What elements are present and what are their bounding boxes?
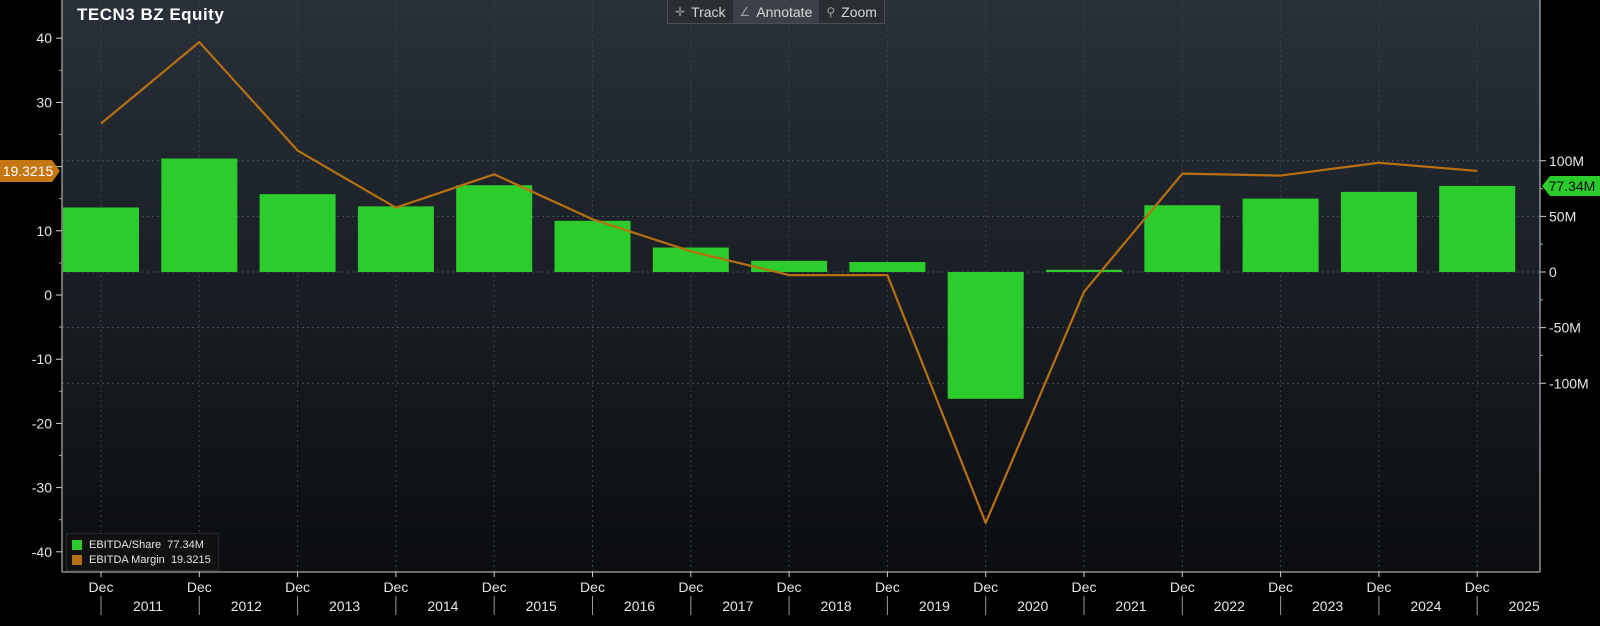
left-axis-tick-label: 40 xyxy=(36,30,52,46)
magnifier-icon: ⚲ xyxy=(826,4,836,19)
annotate-button[interactable]: ∠ Annotate xyxy=(732,0,820,23)
left-axis-tick-label: -20 xyxy=(32,415,52,431)
x-axis-year-label: 2021 xyxy=(1115,598,1146,614)
x-axis-year-label: 2011 xyxy=(133,598,163,614)
bar xyxy=(456,185,533,272)
bar xyxy=(947,272,1024,399)
bar xyxy=(1046,269,1122,272)
x-axis-year-label: 2023 xyxy=(1312,598,1343,614)
left-axis-tick-label: -40 xyxy=(32,544,52,560)
left-axis-tick-label: 30 xyxy=(36,94,52,110)
flag-shape xyxy=(0,159,60,182)
zoom-label: Zoom xyxy=(841,3,877,20)
left-axis-tick-label: 0 xyxy=(44,287,52,303)
x-axis-month-label: Dec xyxy=(1465,579,1490,595)
right-last-value-flag: 77.34M xyxy=(1542,175,1600,196)
x-axis-month-label: Dec xyxy=(89,579,114,595)
last-value-flags: 19.3215 77.34M xyxy=(0,159,1600,196)
crosshair-icon: ✛ xyxy=(675,4,686,19)
legend-value: 19.3215 xyxy=(170,553,211,566)
bar xyxy=(1242,198,1319,272)
plot-background xyxy=(62,0,1540,572)
x-axis-month-label: Dec xyxy=(285,579,310,595)
x-axis-month-label: Dec xyxy=(187,579,212,595)
right-axis-tick-label: 50M xyxy=(1549,208,1576,224)
track-button[interactable]: ✛ Track xyxy=(668,0,733,23)
x-axis-year-label: 2017 xyxy=(722,598,753,614)
legend-item-ebitda-margin: EBITDA Margin 19.3215 xyxy=(72,552,211,567)
bar xyxy=(554,220,631,272)
left-last-value-label: 19.3215 xyxy=(3,163,54,179)
x-axis-month-label: Dec xyxy=(678,579,703,595)
bar xyxy=(751,260,828,272)
x-axis-month-label: Dec xyxy=(482,579,507,595)
right-axis-tick-label: 100M xyxy=(1549,153,1584,169)
x-axis-month-label: Dec xyxy=(875,579,900,595)
x-axis-year-label: 2024 xyxy=(1410,598,1441,614)
x-axis-year-label: 2016 xyxy=(624,598,655,614)
right-axis-tick-label: -50M xyxy=(1549,320,1581,336)
legend-swatch-bar xyxy=(72,539,82,550)
bar xyxy=(1439,185,1516,272)
bar xyxy=(849,261,926,272)
track-label: Track xyxy=(691,3,726,20)
x-axis-month-label: Dec xyxy=(973,579,998,595)
zoom-button[interactable]: ⚲ Zoom xyxy=(819,0,884,23)
x-axis-year-label: 2013 xyxy=(329,598,360,614)
chart-title: TECN3 BZ Equity xyxy=(77,5,225,24)
right-axis-tick-label: -100M xyxy=(1549,375,1589,391)
x-axis-month-label: Dec xyxy=(1268,579,1293,595)
legend-label: EBITDA/Share xyxy=(89,538,162,551)
legend-item-ebitda-share: EBITDA/Share 77.34M xyxy=(72,537,211,552)
chart-toolbar: ✛ Track ∠ Annotate ⚲ Zoom xyxy=(667,0,885,24)
annotate-label: Annotate xyxy=(756,3,813,20)
x-axis-month-label: Dec xyxy=(1170,579,1195,595)
legend-swatch-line xyxy=(72,554,82,565)
x-axis-year-label: 2014 xyxy=(427,598,458,614)
bar xyxy=(1144,205,1221,272)
bar xyxy=(161,158,238,272)
x-axis-year-label: 2012 xyxy=(231,598,262,614)
left-last-value-flag: 19.3215 xyxy=(0,159,60,182)
x-axis: Dec Dec Dec Dec Dec Dec Dec Dec Dec Dec Dec Dec Dec D… xyxy=(62,571,1540,615)
bar-series xyxy=(63,158,1516,399)
x-axis-year-label: 2018 xyxy=(821,598,852,614)
x-axis-month-label: Dec xyxy=(1072,579,1097,595)
bar xyxy=(259,194,336,272)
legend-value: 77.34M xyxy=(167,538,204,551)
x-axis-year-label: 2015 xyxy=(526,598,557,614)
pencil-icon: ∠ xyxy=(739,4,751,19)
x-axis-month-label: Dec xyxy=(777,579,802,595)
right-axis-tick-label: 0 xyxy=(1549,264,1557,280)
x-axis-month-label: Dec xyxy=(383,579,408,595)
x-axis-year-label: 2025 xyxy=(1509,598,1540,614)
x-axis-year-label: 2019 xyxy=(919,598,950,614)
left-axis-tick-label: 10 xyxy=(36,223,52,239)
line-series xyxy=(100,40,1478,525)
x-axis-month-label: Dec xyxy=(1366,579,1391,595)
x-axis-year-label: 2020 xyxy=(1017,598,1048,614)
bar xyxy=(1340,191,1417,272)
legend-label: EBITDA Margin xyxy=(89,553,165,566)
right-last-value-label: 77.34M xyxy=(1549,178,1596,194)
left-axis-tick-label: -10 xyxy=(32,351,52,367)
x-axis-month-label: Dec xyxy=(580,579,605,595)
x-axis-year-label: 2022 xyxy=(1214,598,1245,614)
chart-legend: EBITDA/Share 77.34M EBITDA Margin 19.321… xyxy=(66,533,219,571)
flag-shape xyxy=(1542,175,1600,196)
left-axis-tick-label: -30 xyxy=(32,480,52,496)
bar xyxy=(357,206,434,272)
bar xyxy=(63,207,139,272)
